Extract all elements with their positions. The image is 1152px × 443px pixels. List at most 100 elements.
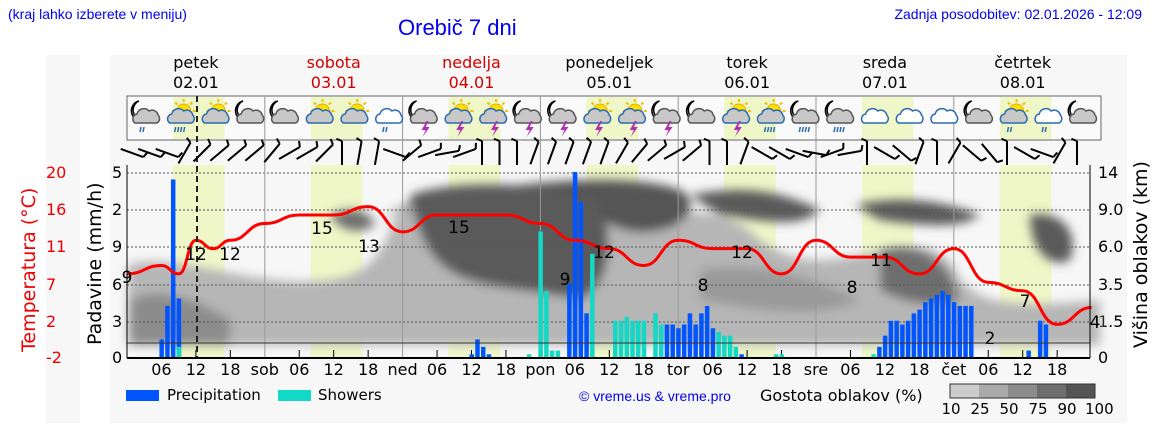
temp-label: 13 [358, 237, 380, 257]
wind-barb [382, 147, 407, 159]
precip-bar [716, 331, 721, 358]
legend-precip-label: Precipitation [167, 386, 261, 404]
temp-tick: 20 [46, 163, 67, 182]
precip-bar [486, 354, 492, 358]
precip-bar [687, 313, 693, 358]
x-tick: 18 [220, 360, 241, 379]
precip-tick: 6 [112, 275, 123, 294]
x-tick: 12 [599, 360, 620, 379]
x-tick: tor [666, 360, 690, 379]
precip-bar [613, 320, 618, 358]
temp-label: 15 [448, 218, 470, 238]
wind-barb [739, 141, 750, 165]
page-title: Orebič 7 dni [398, 15, 517, 40]
temp-tick: -2 [46, 348, 62, 367]
last-update: Zadnja posodobitev: 02.01.2026 - 12:09 [894, 6, 1142, 22]
precip-bar [1026, 350, 1031, 358]
precip-bar [739, 354, 744, 358]
precip-bar [894, 320, 899, 358]
wind-barb [192, 143, 212, 163]
temp-tick: 7 [46, 275, 57, 294]
sun-cloud-icon [201, 99, 231, 124]
copyright-link[interactable]: © vreme.us & vreme.pro [579, 388, 731, 404]
precip-bar [630, 320, 635, 358]
day-date: 03.01 [310, 73, 357, 92]
wind-barb [209, 144, 230, 162]
wind-barb [682, 144, 702, 162]
precip-bar [572, 172, 578, 358]
cloud-density-title: Gostota oblakov (%) [760, 386, 923, 405]
left-axis-panel [46, 55, 80, 423]
precip-bar [888, 320, 894, 358]
moon-cloud-icon [1067, 100, 1098, 124]
moon-cloud-icon [963, 100, 994, 124]
moon-cloud-icon [234, 100, 265, 124]
x-tick: 18 [1046, 360, 1068, 379]
wind-barb [177, 142, 192, 164]
temp-label: 12 [219, 245, 241, 265]
precip-bar [658, 324, 664, 358]
wind-barb [663, 146, 686, 160]
precip-bar [900, 324, 905, 358]
wind-barb [647, 144, 667, 162]
precip-bar [1043, 324, 1049, 358]
wind-barb [631, 143, 648, 163]
x-tick: ned [387, 360, 418, 379]
wind-barb [244, 144, 265, 162]
density-tick: 25 [970, 400, 990, 418]
day-name: sobota [306, 53, 361, 72]
precip-bar [940, 291, 945, 358]
wind-barb [373, 141, 381, 165]
wind-barb [417, 147, 442, 159]
x-tick: sob [250, 360, 279, 379]
wind-barb [1052, 142, 1067, 164]
temp-label: 12 [185, 245, 207, 265]
moon-cloud-thunder-icon [408, 100, 438, 137]
precip-bar [773, 354, 779, 358]
legend-showers-label: Showers [318, 386, 382, 404]
precip-bar [928, 298, 934, 358]
density-tick: 75 [1028, 400, 1048, 418]
wind-barb [452, 147, 477, 159]
precip-bar [664, 324, 670, 358]
precip-bar [969, 305, 974, 358]
precip-bar [624, 317, 630, 358]
precip-bar [923, 302, 928, 358]
precip-bar [733, 346, 739, 358]
wind-barb [546, 141, 558, 165]
legend-showers-swatch [278, 390, 311, 401]
precip-tick: 2 [112, 200, 123, 219]
precip-bar [917, 309, 922, 358]
moon-cloud-rain-icon [790, 100, 820, 133]
legend-precip-swatch [126, 390, 159, 401]
precip-bar [681, 324, 687, 358]
wind-barb [914, 141, 925, 165]
moon-cloud-thunder-icon [651, 100, 681, 137]
precip-bar [159, 339, 164, 358]
height-tick: 0 [1098, 348, 1109, 367]
temp-label: 2 [985, 329, 996, 349]
wind-barb [785, 147, 809, 159]
overcast-icon [895, 107, 924, 124]
precip-bar [693, 324, 698, 358]
wind-barb [962, 144, 982, 162]
density-tick: 90 [1057, 400, 1077, 418]
x-tick: 06 [151, 360, 172, 379]
cloud-drizzle-icon [375, 107, 404, 133]
precip-bar [544, 291, 549, 358]
precip-bar [871, 354, 876, 358]
day-date: 04.01 [448, 73, 495, 92]
density-tick: 10 [941, 400, 961, 418]
x-tick: 18 [495, 360, 517, 379]
sun-cloud-drizzle-icon [999, 99, 1029, 133]
temp-label: 4 [1090, 313, 1101, 333]
moon-cloud-thunder-icon [512, 100, 542, 137]
precip-bar [727, 335, 733, 358]
precip-bar [567, 283, 572, 358]
precip-bar [704, 305, 710, 358]
sun-cloud-thunder-icon [617, 99, 647, 137]
wind-barb [873, 146, 896, 160]
day-name: torek [726, 53, 768, 72]
precip-tick: 9 [112, 237, 123, 256]
density-swatch [1066, 384, 1095, 398]
